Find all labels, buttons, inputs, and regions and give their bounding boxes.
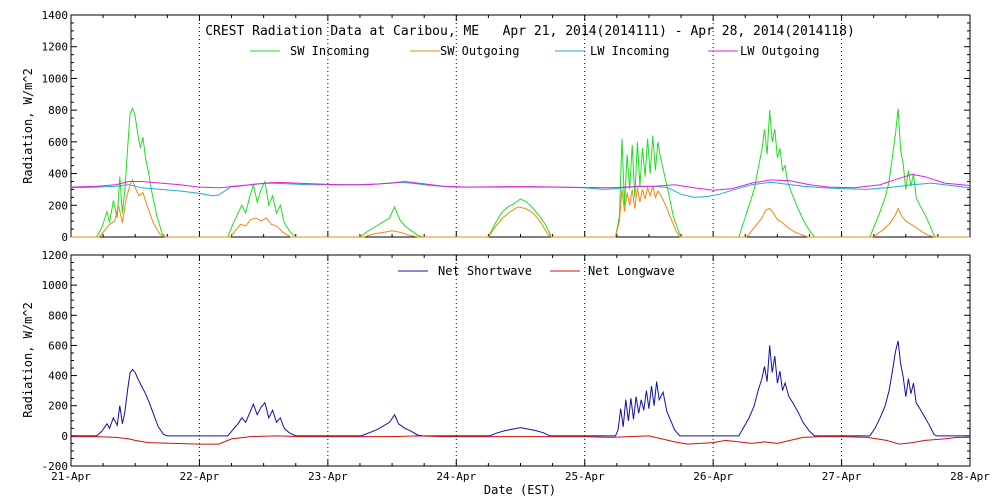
- y-tick-label: 800: [48, 104, 68, 117]
- y-tick-label: 1000: [42, 279, 69, 292]
- bottom-gridlines: [198, 255, 843, 466]
- x-tick-label: 27-Apr: [822, 470, 862, 483]
- y-tick-label: 400: [48, 370, 68, 383]
- x-tick-label: 21-Apr: [51, 470, 91, 483]
- chart-title: CREST Radiation Data at Caribou, ME Apr …: [205, 24, 855, 39]
- y-tick-label: 1200: [42, 249, 69, 262]
- top-y-axis: 0 200 400 600 800 1000 1200 1400: [42, 9, 970, 244]
- bottom-chart-panel: -200 0 200 400 600 800 1000 1200 21-Apr 22-Apr 23…: [21, 249, 990, 497]
- y-tick-label: -200: [42, 460, 69, 473]
- x-tick-label: 22-Apr: [180, 470, 220, 483]
- y-tick-label: 1000: [42, 72, 69, 85]
- y-tick-label: 0: [61, 430, 68, 443]
- x-tick-label: 25-Apr: [565, 470, 605, 483]
- bottom-plot-frame: [70, 254, 971, 467]
- top-y-axis-label: Radiation, W/m^2: [21, 68, 35, 184]
- y-tick-label: 400: [48, 168, 68, 181]
- y-tick-label: 600: [48, 339, 68, 352]
- y-tick-label: 1200: [42, 41, 69, 54]
- x-tick-label: 26-Apr: [693, 470, 733, 483]
- legend-label-sw-outgoing: SW Outgoing: [440, 44, 519, 58]
- bottom-legend: Net Shortwave Net Longwave: [398, 264, 675, 278]
- x-axis-label: Date (EST): [484, 483, 556, 497]
- series-line-lw-incoming: [70, 181, 971, 198]
- legend-label-net-longwave: Net Longwave: [588, 264, 675, 278]
- top-x-ticks: [70, 15, 971, 237]
- y-tick-label: 0: [61, 231, 68, 244]
- bottom-x-axis: 21-Apr 22-Apr 23-Apr 24-Apr 25-Apr 26-Apr 27-A…: [51, 255, 990, 483]
- legend-label-lw-outgoing: LW Outgoing: [740, 44, 819, 58]
- x-tick-label: 28-Apr: [950, 470, 990, 483]
- x-tick-label: 23-Apr: [308, 470, 348, 483]
- series-line-sw-incoming: [71, 107, 970, 238]
- top-chart-panel: 0 200 400 600 800 1000 1200 1400 CREST Radiatio…: [21, 9, 971, 244]
- legend-label-lw-incoming: LW Incoming: [590, 44, 669, 58]
- top-gridlines: [198, 15, 843, 237]
- top-legend: SW Incoming SW Outgoing LW Incoming LW Outg…: [250, 44, 819, 58]
- y-tick-label: 600: [48, 136, 68, 149]
- legend-label-sw-incoming: SW Incoming: [290, 44, 369, 58]
- series-line-net-shortwave: [71, 340, 970, 437]
- bottom-y-axis: -200 0 200 400 600 800 1000 1200: [42, 249, 970, 473]
- bottom-series-group: [71, 340, 970, 445]
- series-line-lw-outgoing: [70, 173, 971, 191]
- bottom-y-axis-label: Radiation, W/m^2: [21, 302, 35, 418]
- y-tick-label: 200: [48, 199, 68, 212]
- top-plot-frame: [70, 14, 971, 238]
- series-line-sw-outgoing: [71, 178, 970, 238]
- legend-label-net-shortwave: Net Shortwave: [438, 264, 532, 278]
- y-tick-label: 200: [48, 400, 68, 413]
- x-tick-label: 24-Apr: [436, 470, 476, 483]
- y-tick-label: 800: [48, 309, 68, 322]
- series-line-net-longwave: [71, 435, 970, 445]
- top-series-group: [70, 107, 971, 238]
- y-tick-label: 1400: [42, 9, 69, 22]
